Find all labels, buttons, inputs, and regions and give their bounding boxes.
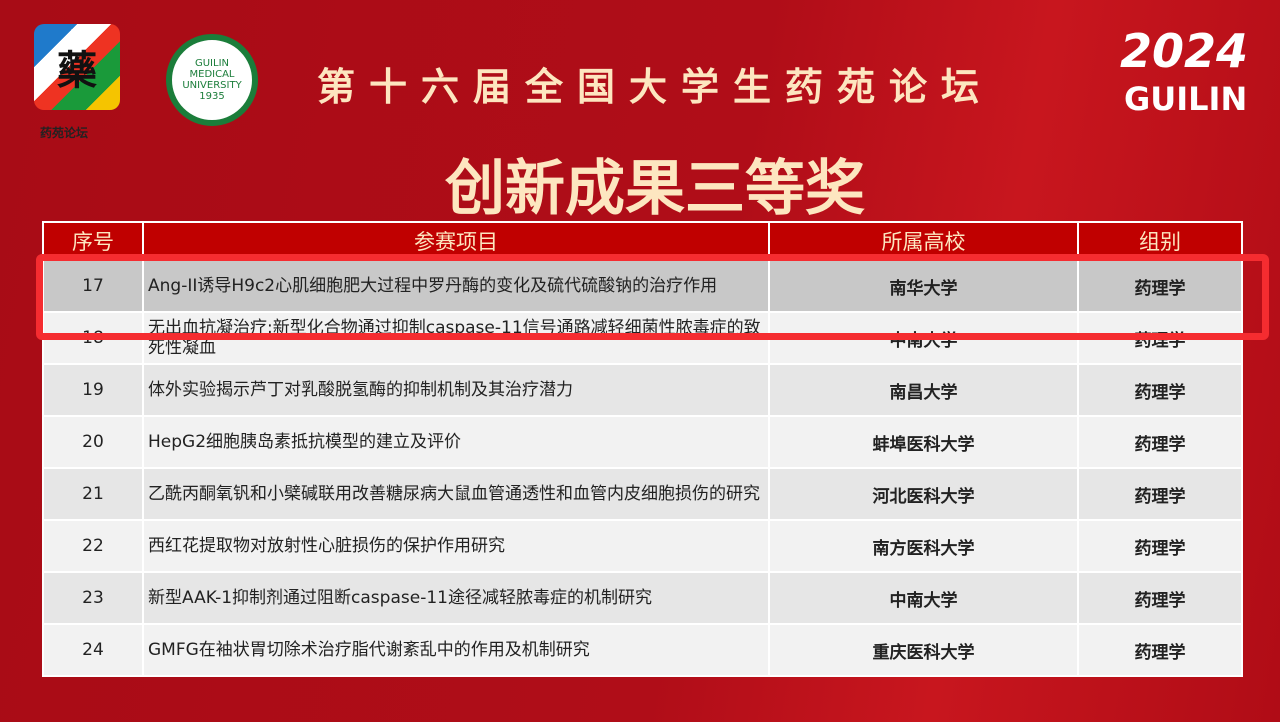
table-row: 23 新型AAK-1抑制剂通过阻断caspase-11途径减轻脓毒症的机制研究 中南… xyxy=(42,571,1243,625)
row-number: 23 xyxy=(42,571,144,625)
project-name: 乙酰丙酮氧钒和小檗碱联用改善糖尿病大鼠血管通透性和血管内皮细胞损伤的研究 xyxy=(142,467,770,521)
col-header-school: 所属高校 xyxy=(768,221,1079,261)
row-number: 20 xyxy=(42,415,144,469)
row-number: 19 xyxy=(42,363,144,417)
group-name: 药理学 xyxy=(1077,571,1243,625)
col-header-no: 序号 xyxy=(42,221,144,261)
school-name: 重庆医科大学 xyxy=(768,623,1079,677)
school-name: 中南大学 xyxy=(768,571,1079,625)
group-name: 药理学 xyxy=(1077,623,1243,677)
group-name: 药理学 xyxy=(1077,311,1243,365)
university-seal-logo: GUILIN MEDICAL UNIVERSITY 1935 xyxy=(166,34,258,126)
event-title: 第十六届全国大学生药苑论坛 xyxy=(316,65,993,109)
row-number: 21 xyxy=(42,467,144,521)
project-name: Ang-II诱导H9c2心肌细胞肥大过程中罗丹酶的变化及硫代硫酸钠的治疗作用 xyxy=(142,259,770,313)
forum-logo: 藥 xyxy=(34,24,120,110)
school-name: 南华大学 xyxy=(768,259,1079,313)
city-logo: GUILIN xyxy=(1124,80,1248,118)
project-name: HepG2细胞胰岛素抵抗模型的建立及评价 xyxy=(142,415,770,469)
row-number: 18 xyxy=(42,311,144,365)
project-name: GMFG在袖状胃切除术治疗脂代谢紊乱中的作用及机制研究 xyxy=(142,623,770,677)
row-number: 22 xyxy=(42,519,144,573)
award-title: 创新成果三等奖 xyxy=(445,154,865,224)
table-row: 22 西红花提取物对放射性心脏损伤的保护作用研究 南方医科大学 药理学 xyxy=(42,519,1243,573)
row-number: 17 xyxy=(42,259,144,313)
table-row: 17 Ang-II诱导H9c2心肌细胞肥大过程中罗丹酶的变化及硫代硫酸钠的治疗作用… xyxy=(42,259,1243,313)
table-row: 24 GMFG在袖状胃切除术治疗脂代谢紊乱中的作用及机制研究 重庆医科大学 药理学 xyxy=(42,623,1243,677)
project-name: 西红花提取物对放射性心脏损伤的保护作用研究 xyxy=(142,519,770,573)
col-header-project: 参赛项目 xyxy=(142,221,770,261)
table-row: 21 乙酰丙酮氧钒和小檗碱联用改善糖尿病大鼠血管通透性和血管内皮细胞损伤的研究 河北… xyxy=(42,467,1243,521)
row-number: 24 xyxy=(42,623,144,677)
group-name: 药理学 xyxy=(1077,519,1243,573)
group-name: 药理学 xyxy=(1077,467,1243,521)
school-name: 南方医科大学 xyxy=(768,519,1079,573)
school-name: 南昌大学 xyxy=(768,363,1079,417)
project-name: 无出血抗凝治疗:新型化合物通过抑制caspase-11信号通路减轻细菌性脓毒症的… xyxy=(142,311,770,365)
school-name: 河北医科大学 xyxy=(768,467,1079,521)
group-name: 药理学 xyxy=(1077,415,1243,469)
group-name: 药理学 xyxy=(1077,363,1243,417)
forum-logo-caption: 药苑论坛 xyxy=(40,126,89,140)
table-row: 18 无出血抗凝治疗:新型化合物通过抑制caspase-11信号通路减轻细菌性脓毒… xyxy=(42,311,1243,365)
award-table: 序号 参赛项目 所属高校 组别 17 Ang-II诱导H9c2心肌细胞肥大过程中罗… xyxy=(42,221,1243,677)
table-row: 19 体外实验揭示芦丁对乳酸脱氢酶的抑制机制及其治疗潜力 南昌大学 药理学 xyxy=(42,363,1243,417)
table-row: 20 HepG2细胞胰岛素抵抗模型的建立及评价 蚌埠医科大学 药理学 xyxy=(42,415,1243,469)
col-header-group: 组别 xyxy=(1077,221,1243,261)
group-name: 药理学 xyxy=(1077,259,1243,313)
school-name: 中南大学 xyxy=(768,311,1079,365)
project-name: 新型AAK-1抑制剂通过阻断caspase-11途径减轻脓毒症的机制研究 xyxy=(142,571,770,625)
project-name: 体外实验揭示芦丁对乳酸脱氢酶的抑制机制及其治疗潜力 xyxy=(142,363,770,417)
school-name: 蚌埠医科大学 xyxy=(768,415,1079,469)
year-logo: 2024 xyxy=(1120,24,1249,78)
